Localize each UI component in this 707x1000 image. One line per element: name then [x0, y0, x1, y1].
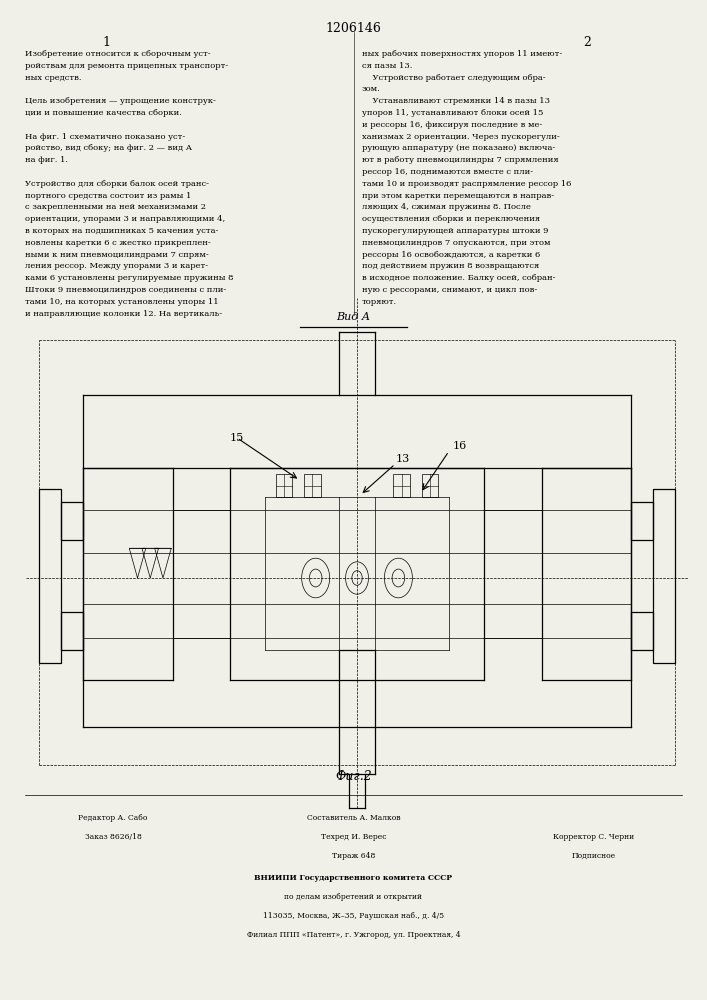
Text: ханизмах 2 ориентации. Через пускорегули-: ханизмах 2 ориентации. Через пускорегули…	[362, 133, 560, 141]
Text: и рессоры 16, фиксируя последние в ме-: и рессоры 16, фиксируя последние в ме-	[362, 121, 542, 129]
Text: ции и повышение качества сборки.: ции и повышение качества сборки.	[25, 109, 182, 117]
Text: в исходное положение. Балку осей, собран-: в исходное положение. Балку осей, собран…	[362, 274, 556, 282]
Text: торяют.: торяют.	[362, 298, 397, 306]
Text: На фиг. 1 схематично показано уст-: На фиг. 1 схематично показано уст-	[25, 133, 185, 141]
Text: в которых на подшипниках 5 качения уста-: в которых на подшипниках 5 качения уста-	[25, 227, 218, 235]
Text: и направляющие колонки 12. На вертикаль-: и направляющие колонки 12. На вертикаль-	[25, 310, 222, 318]
Text: пускорегулирующей аппаратуры штоки 9: пускорегулирующей аппаратуры штоки 9	[362, 227, 549, 235]
Text: Устройство для сборки балок осей транс-: Устройство для сборки балок осей транс-	[25, 180, 209, 188]
Text: Составитель А. Малков: Составитель А. Малков	[307, 814, 400, 822]
Text: Цель изобретения — упрощение конструк-: Цель изобретения — упрощение конструк-	[25, 97, 216, 105]
Text: Устанавливают стремянки 14 в пазы 13: Устанавливают стремянки 14 в пазы 13	[362, 97, 550, 105]
Text: зом.: зом.	[362, 85, 381, 93]
Text: Редактор А. Сабо: Редактор А. Сабо	[78, 814, 148, 822]
Text: рующую аппаратуру (не показано) включа-: рующую аппаратуру (не показано) включа-	[362, 144, 555, 152]
Text: с закрепленными на ней механизмами 2: с закрепленными на ней механизмами 2	[25, 203, 206, 211]
Text: рессор 16, поднимаются вместе с пли-: рессор 16, поднимаются вместе с пли-	[362, 168, 533, 176]
Text: на фиг. 1.: на фиг. 1.	[25, 156, 68, 164]
Text: ными к ним пневмоцилиндрами 7 спрям-: ными к ним пневмоцилиндрами 7 спрям-	[25, 251, 209, 259]
Text: ляющих 4, сжимая пружины 8. После: ляющих 4, сжимая пружины 8. После	[362, 203, 531, 211]
Text: упоров 11, устанавливают блоки осей 15: упоров 11, устанавливают блоки осей 15	[362, 109, 544, 117]
Text: Заказ 8626/18: Заказ 8626/18	[85, 833, 141, 841]
Text: 2: 2	[583, 36, 591, 49]
Text: ную с рессорами, снимают, и цикл пов-: ную с рессорами, снимают, и цикл пов-	[362, 286, 537, 294]
Text: ления рессор. Между упорами 3 и карет-: ления рессор. Между упорами 3 и карет-	[25, 262, 208, 270]
Text: 1206146: 1206146	[325, 22, 382, 35]
Text: новлены каретки 6 с жестко прикреплен-: новлены каретки 6 с жестко прикреплен-	[25, 239, 211, 247]
Text: Штоки 9 пневмоцилиндров соединены с пли-: Штоки 9 пневмоцилиндров соединены с пли-	[25, 286, 226, 294]
Text: рессоры 16 освобождаются, а каретки 6: рессоры 16 освобождаются, а каретки 6	[362, 251, 540, 259]
Text: ками 6 установлены регулируемые пружины 8: ками 6 установлены регулируемые пружины …	[25, 274, 233, 282]
Text: ройствам для ремонта прицепных транспорт-: ройствам для ремонта прицепных транспорт…	[25, 62, 228, 70]
Text: ориентации, упорами 3 и направляющими 4,: ориентации, упорами 3 и направляющими 4,	[25, 215, 225, 223]
Text: при этом каретки перемещаются в направ-: при этом каретки перемещаются в направ-	[362, 192, 554, 200]
Text: 113035, Москва, Ж–35, Раушская наб., д. 4/5: 113035, Москва, Ж–35, Раушская наб., д. …	[263, 912, 444, 920]
Text: ВНИИПИ Государственного комитета СССР: ВНИИПИ Государственного комитета СССР	[255, 874, 452, 882]
Text: ных средств.: ных средств.	[25, 74, 81, 82]
Text: 13: 13	[395, 454, 409, 464]
Text: Корректор С. Черни: Корректор С. Черни	[554, 833, 634, 841]
Text: Устройство работает следующим обра-: Устройство работает следующим обра-	[362, 74, 546, 82]
Text: тами 10, на которых установлены упоры 11: тами 10, на которых установлены упоры 11	[25, 298, 218, 306]
Text: Изобретение относится к сборочным уст-: Изобретение относится к сборочным уст-	[25, 50, 211, 58]
Text: ройство, вид сбоку; на фиг. 2 — вид А: ройство, вид сбоку; на фиг. 2 — вид А	[25, 144, 192, 152]
Text: Техред И. Верес: Техред И. Верес	[321, 833, 386, 841]
Text: ных рабочих поверхностях упоров 11 имеют-: ных рабочих поверхностях упоров 11 имеют…	[362, 50, 562, 58]
Text: Подписное: Подписное	[572, 852, 616, 860]
Text: по делам изобретений и открытий: по делам изобретений и открытий	[284, 893, 423, 901]
Text: под действием пружин 8 возвращаются: под действием пружин 8 возвращаются	[362, 262, 539, 270]
Text: Тираж 648: Тираж 648	[332, 852, 375, 860]
Text: осуществления сборки и переключения: осуществления сборки и переключения	[362, 215, 540, 223]
Text: Филиал ППП «Патент», г. Ужгород, ул. Проектная, 4: Филиал ППП «Патент», г. Ужгород, ул. Про…	[247, 931, 460, 939]
Text: 1: 1	[102, 36, 110, 49]
Text: портного средства состоит из рамы 1: портного средства состоит из рамы 1	[25, 192, 191, 200]
Text: 16: 16	[452, 441, 467, 451]
Text: ют в работу пневмоцилиндры 7 спрямления: ют в работу пневмоцилиндры 7 спрямления	[362, 156, 559, 164]
Text: Фиг.2: Фиг.2	[335, 770, 372, 783]
Text: Вид А: Вид А	[337, 312, 370, 322]
Text: пневмоцилиндров 7 опускаются, при этом: пневмоцилиндров 7 опускаются, при этом	[362, 239, 551, 247]
Text: 15: 15	[230, 433, 244, 443]
Text: тами 10 и производят распрямление рессор 16: тами 10 и производят распрямление рессор…	[362, 180, 571, 188]
Text: ся пазы 13.: ся пазы 13.	[362, 62, 412, 70]
